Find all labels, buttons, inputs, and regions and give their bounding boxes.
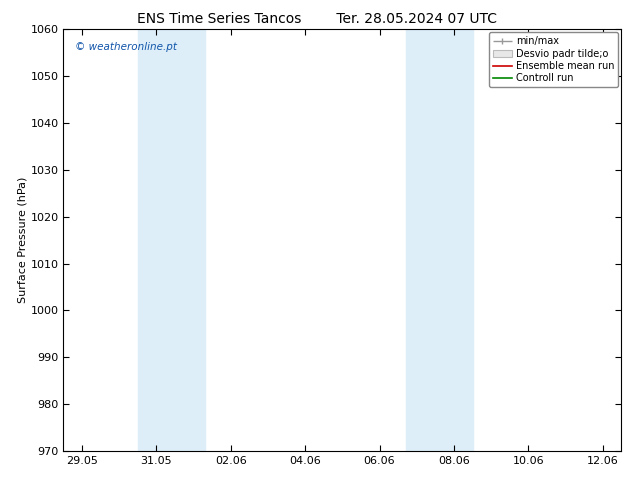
Y-axis label: Surface Pressure (hPa): Surface Pressure (hPa) <box>18 177 28 303</box>
Legend: min/max, Desvio padr tilde;o, Ensemble mean run, Controll run: min/max, Desvio padr tilde;o, Ensemble m… <box>489 32 618 87</box>
Text: © weatheronline.pt: © weatheronline.pt <box>75 42 176 52</box>
Bar <box>138 29 205 451</box>
Text: ENS Time Series Tancos        Ter. 28.05.2024 07 UTC: ENS Time Series Tancos Ter. 28.05.2024 0… <box>137 12 497 26</box>
Bar <box>406 29 472 451</box>
